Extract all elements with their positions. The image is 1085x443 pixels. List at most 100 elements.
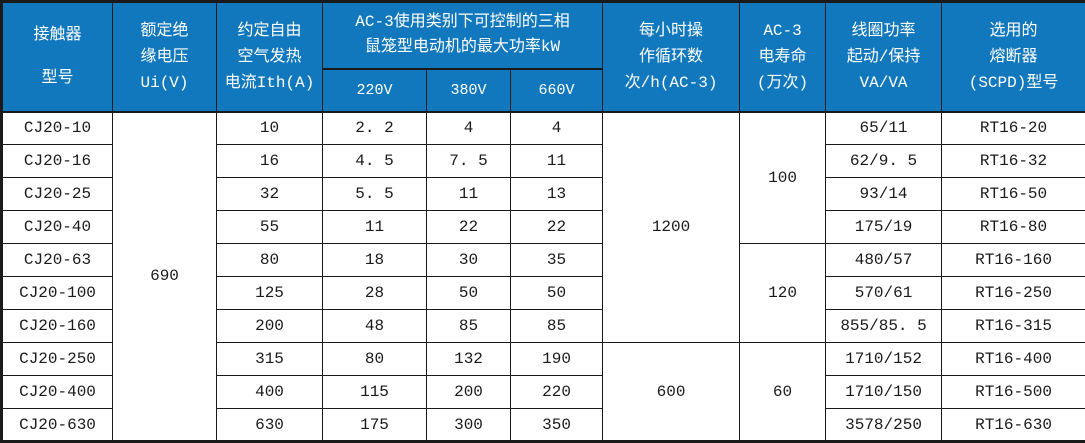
- cell-model: CJ20-16: [2, 145, 113, 178]
- header-text-line: VA/VA: [860, 70, 908, 96]
- cell-coil-power: 65/11: [826, 112, 942, 145]
- header-contactor-model: 接触器 型号: [2, 2, 113, 112]
- cell-power-380v: 200: [427, 376, 511, 409]
- header-text-line: 空气发热: [237, 44, 301, 70]
- cell-power-220v: 115: [323, 376, 427, 409]
- header-text-line: AC-3使用类别下可控制的三相: [355, 10, 569, 35]
- header-text-line: 选用的: [990, 18, 1038, 44]
- cell-coil-power: 855/85. 5: [826, 310, 942, 343]
- header-text-line: 约定自由: [237, 18, 301, 44]
- cell-coil-power: 62/9. 5: [826, 145, 942, 178]
- cell-power-380v: 300: [427, 409, 511, 442]
- header-220v: 220V: [323, 69, 427, 112]
- cell-power-380v: 85: [427, 310, 511, 343]
- cell-life-merged-bottom: 60: [740, 343, 826, 442]
- cell-coil-power: 93/14: [826, 178, 942, 211]
- header-text-line: 电流Ith(A): [225, 70, 315, 96]
- cell-model: CJ20-100: [2, 277, 113, 310]
- cell-model: CJ20-10: [2, 112, 113, 145]
- header-max-power-group: AC-3使用类别下可控制的三相 鼠笼型电动机的最大功率kW: [323, 2, 603, 69]
- header-text-line: 次/h(AC-3): [625, 70, 718, 96]
- header-text-line: 作循环数: [639, 44, 703, 70]
- cell-coil-power: 175/19: [826, 211, 942, 244]
- cell-coil-power: 480/57: [826, 244, 942, 277]
- header-text-line: 起动/保持: [847, 44, 921, 70]
- header-text-line: AC-3: [763, 18, 801, 44]
- cell-cycles-merged-bottom: 600: [603, 343, 740, 442]
- cell-power-220v: 18: [323, 244, 427, 277]
- cell-fuse: RT16-20: [942, 112, 1085, 145]
- cell-power-220v: 4. 5: [323, 145, 427, 178]
- cell-power-660v: 13: [511, 178, 603, 211]
- cell-power-220v: 11: [323, 211, 427, 244]
- cell-life-merged-mid: 120: [740, 244, 826, 343]
- header-thermal-current: 约定自由 空气发热 电流Ith(A): [217, 2, 323, 112]
- header-text-line: 鼠笼型电动机的最大功率kW: [365, 35, 560, 60]
- header-text-line: 型号: [41, 57, 73, 100]
- cell-fuse: RT16-315: [942, 310, 1085, 343]
- cell-power-220v: 80: [323, 343, 427, 376]
- cell-fuse: RT16-500: [942, 376, 1085, 409]
- header-text-line: Ui(V): [140, 70, 188, 96]
- cell-model: CJ20-160: [2, 310, 113, 343]
- cell-ith: 200: [217, 310, 323, 343]
- cell-model: CJ20-40: [2, 211, 113, 244]
- header-660v: 660V: [511, 69, 603, 112]
- cell-power-380v: 4: [427, 112, 511, 145]
- cell-power-660v: 220: [511, 376, 603, 409]
- header-text-line: 缘电压: [140, 44, 188, 70]
- cell-fuse: RT16-250: [942, 277, 1085, 310]
- header-insulation-voltage: 额定绝 缘电压 Ui(V): [113, 2, 217, 112]
- cell-ith: 630: [217, 409, 323, 442]
- cell-fuse: RT16-32: [942, 145, 1085, 178]
- header-text-line: 接触器: [33, 14, 81, 57]
- cell-fuse: RT16-160: [942, 244, 1085, 277]
- cell-power-380v: 22: [427, 211, 511, 244]
- cell-ith: 16: [217, 145, 323, 178]
- header-text-line: 熔断器: [990, 44, 1038, 70]
- cell-power-220v: 175: [323, 409, 427, 442]
- cell-power-220v: 48: [323, 310, 427, 343]
- cell-ith: 400: [217, 376, 323, 409]
- header-380v: 380V: [427, 69, 511, 112]
- header-operating-cycles: 每小时操 作循环数 次/h(AC-3): [603, 2, 740, 112]
- cell-model: CJ20-250: [2, 343, 113, 376]
- header-text-line: 额定绝: [140, 18, 188, 44]
- cell-fuse: RT16-80: [942, 211, 1085, 244]
- cell-ith: 315: [217, 343, 323, 376]
- header-text-line: (SCPD)型号: [969, 70, 1059, 96]
- cell-power-660v: 350: [511, 409, 603, 442]
- cell-power-220v: 28: [323, 277, 427, 310]
- cell-coil-power: 1710/152: [826, 343, 942, 376]
- cell-power-660v: 85: [511, 310, 603, 343]
- cell-power-660v: 190: [511, 343, 603, 376]
- cell-model: CJ20-400: [2, 376, 113, 409]
- cell-model: CJ20-25: [2, 178, 113, 211]
- cell-power-380v: 132: [427, 343, 511, 376]
- cell-power-660v: 22: [511, 211, 603, 244]
- cell-ith: 55: [217, 211, 323, 244]
- table-body: CJ20-10 690 10 2. 2 4 4 1200 100 65/11 R…: [2, 112, 1085, 442]
- header-fuse-type: 选用的 熔断器 (SCPD)型号: [942, 2, 1085, 112]
- header-electrical-life: AC-3 电寿命 (万次): [740, 2, 826, 112]
- cell-ith: 32: [217, 178, 323, 211]
- header-coil-power: 线圈功率 起动/保持 VA/VA: [826, 2, 942, 112]
- cell-fuse: RT16-630: [942, 409, 1085, 442]
- header-text-line: 电寿命: [759, 44, 807, 70]
- cell-coil-power: 1710/150: [826, 376, 942, 409]
- cell-model: CJ20-630: [2, 409, 113, 442]
- cell-coil-power: 3578/250: [826, 409, 942, 442]
- cell-ith: 10: [217, 112, 323, 145]
- cell-power-380v: 50: [427, 277, 511, 310]
- cell-life-merged-top: 100: [740, 112, 826, 244]
- table-row: CJ20-10 690 10 2. 2 4 4 1200 100 65/11 R…: [2, 112, 1085, 145]
- cell-ith: 80: [217, 244, 323, 277]
- cell-power-220v: 2. 2: [323, 112, 427, 145]
- cell-power-660v: 11: [511, 145, 603, 178]
- table-header: 接触器 型号 额定绝 缘电压 Ui(V) 约定自由 空气发热 电流Ith(A): [2, 2, 1085, 112]
- cell-power-660v: 35: [511, 244, 603, 277]
- cell-fuse: RT16-50: [942, 178, 1085, 211]
- cell-power-660v: 50: [511, 277, 603, 310]
- cell-fuse: RT16-400: [942, 343, 1085, 376]
